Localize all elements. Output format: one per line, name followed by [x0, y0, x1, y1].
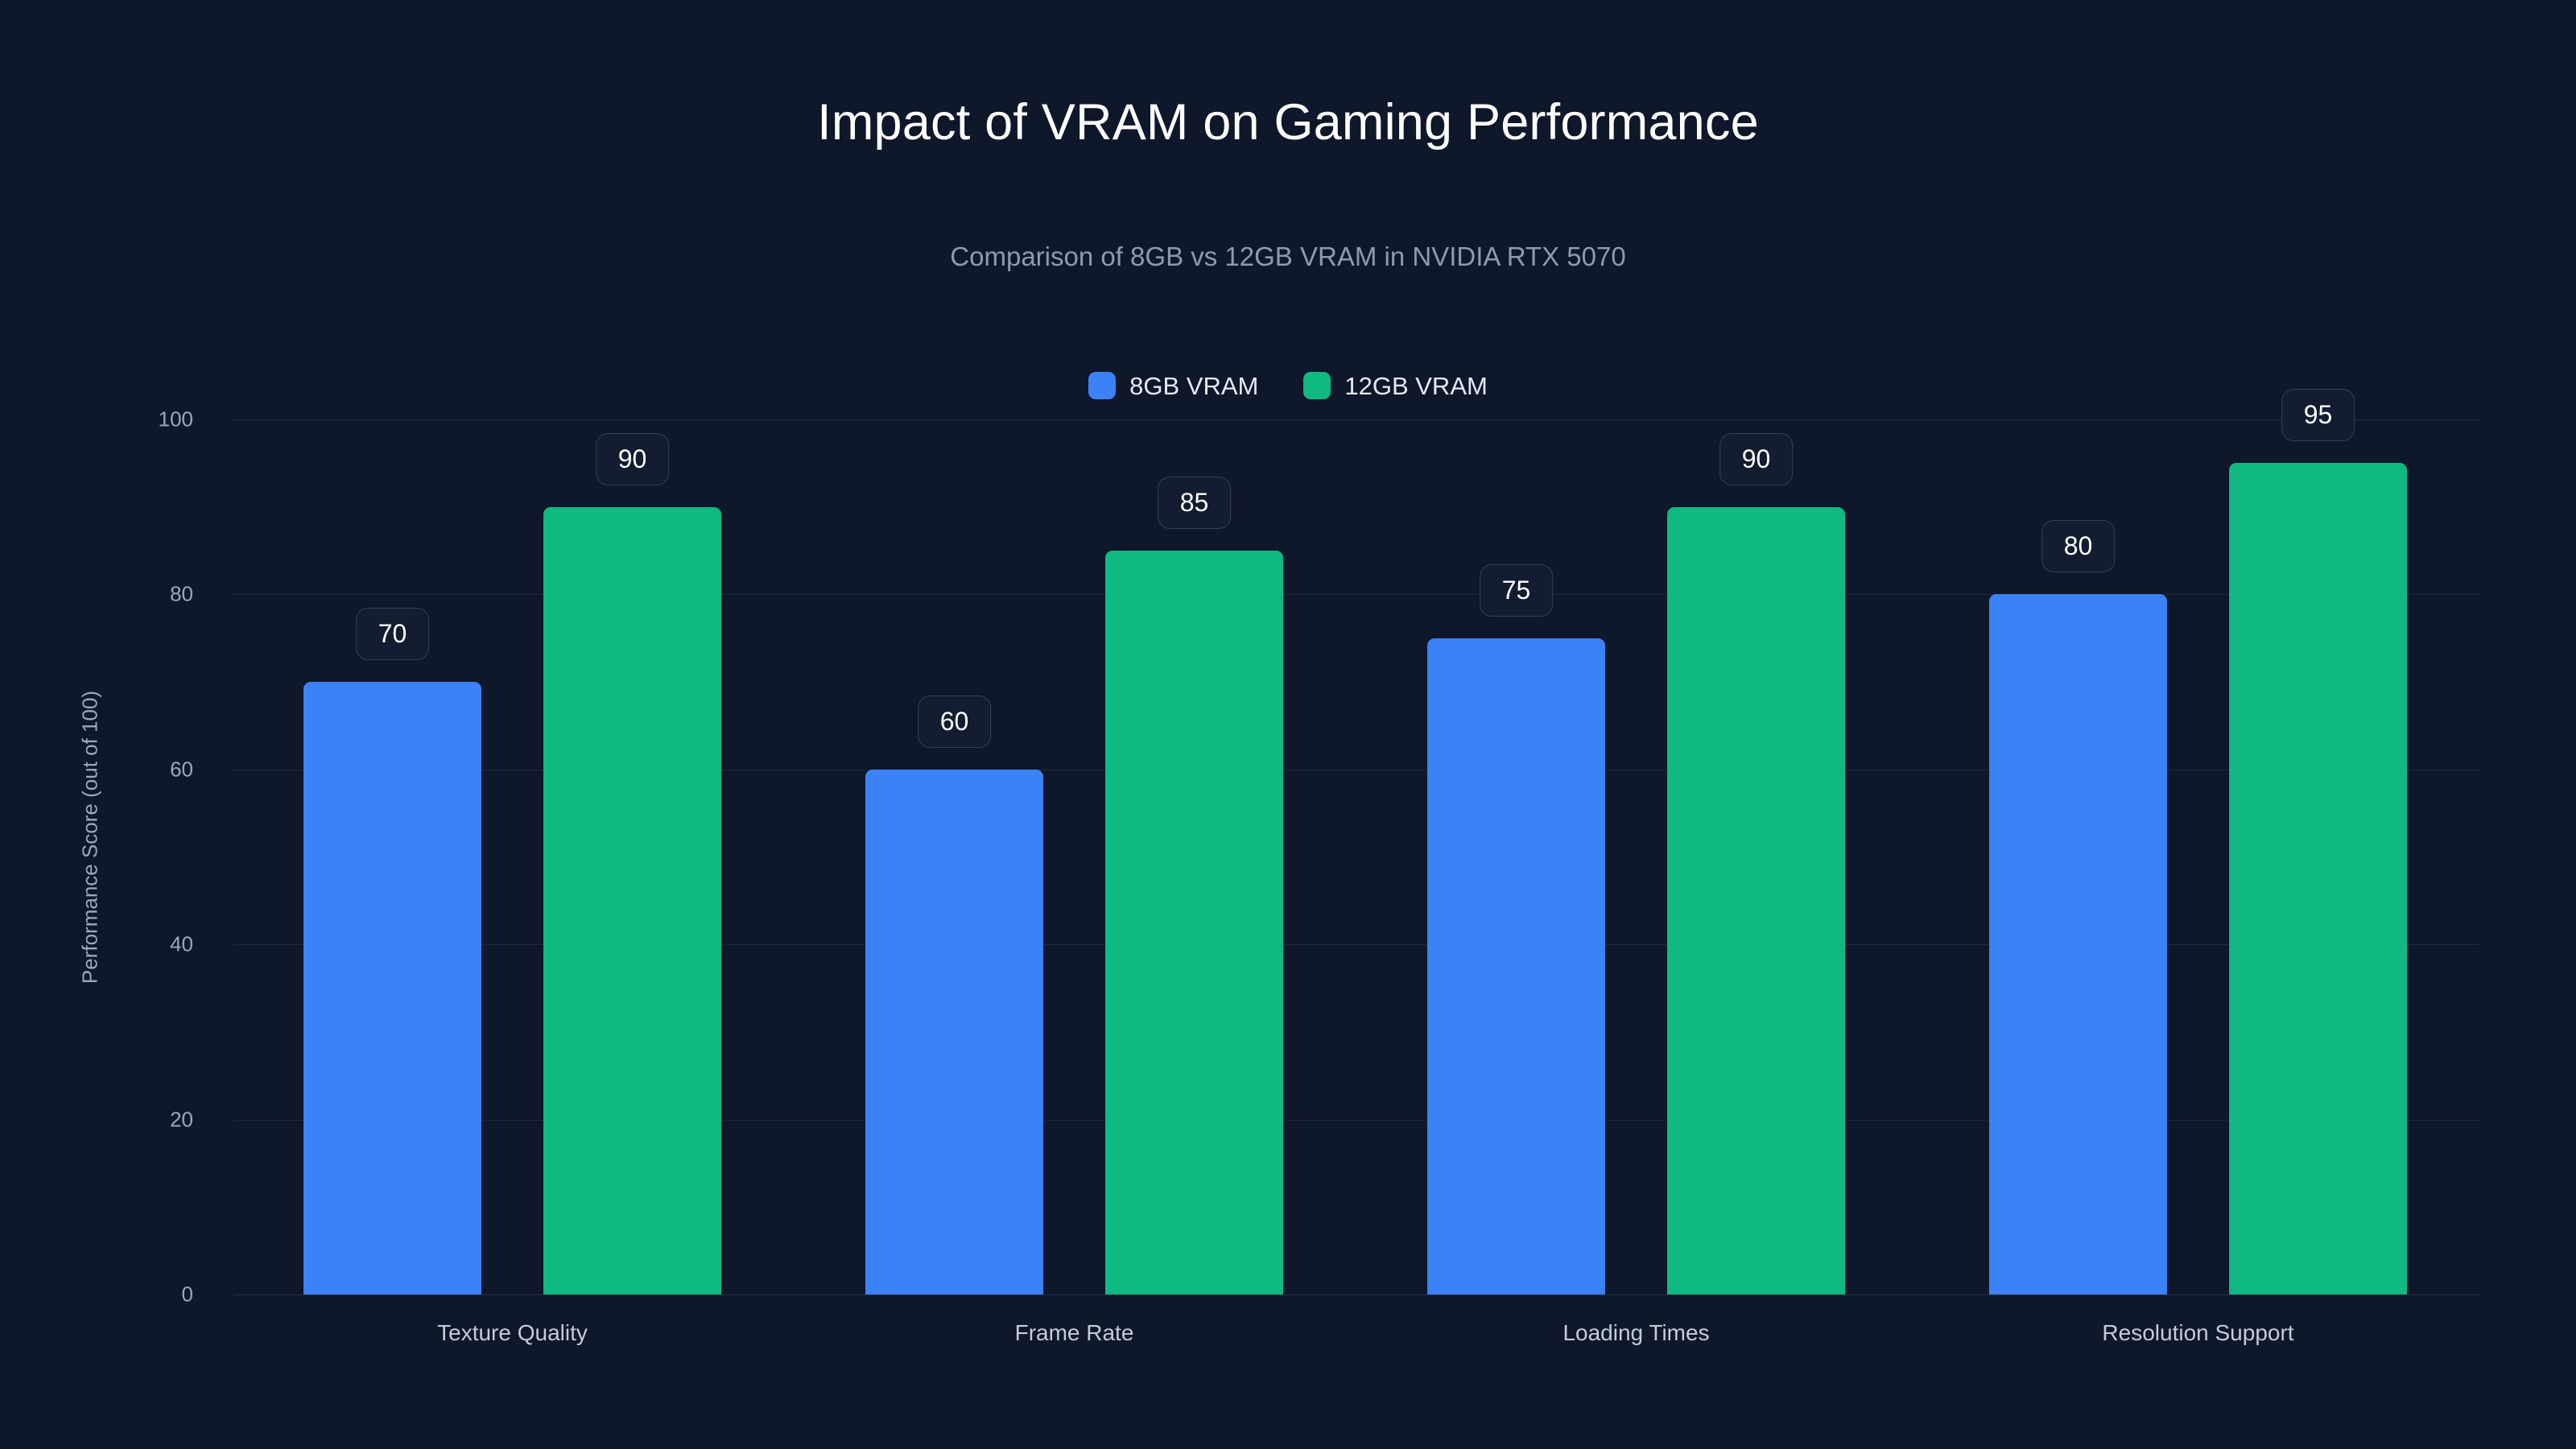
gridline: [233, 419, 2479, 420]
y-axis-tick-label: 40: [170, 931, 193, 956]
legend-label-12gb: 12GB VRAM: [1344, 371, 1488, 400]
bar-value-label: 70: [355, 608, 430, 661]
y-axis-tick-label: 60: [170, 757, 193, 782]
bar[interactable]: [2229, 463, 2407, 1294]
bar-value-label: 75: [1479, 564, 1554, 617]
bar[interactable]: [1427, 638, 1605, 1294]
bar-value-label: 60: [917, 695, 992, 748]
bar[interactable]: [303, 682, 481, 1294]
legend-item-8gb[interactable]: 8GB VRAM: [1088, 372, 1258, 399]
bar[interactable]: [1989, 594, 2167, 1294]
x-axis-label: Frame Rate: [1014, 1320, 1134, 1345]
bar-value-label: 85: [1157, 477, 1232, 530]
bar-value-label: 95: [2281, 389, 2355, 442]
bar[interactable]: [1105, 551, 1283, 1294]
bar-value-label: 80: [2041, 520, 2116, 573]
x-axis-label: Texture Quality: [437, 1320, 588, 1345]
bar[interactable]: [543, 506, 721, 1294]
bar-value-label: 90: [1719, 432, 1794, 485]
plot-area: [233, 419, 2479, 1295]
x-axis-label: Resolution Support: [2102, 1320, 2294, 1345]
gridline: [233, 1294, 2479, 1295]
legend-swatch-icon-12gb: [1303, 372, 1331, 399]
gridline: [233, 594, 2479, 596]
legend-swatch-icon-8gb: [1088, 372, 1117, 399]
x-axis-label: Loading Times: [1563, 1320, 1710, 1345]
chart-legend: 8GB VRAM 12GB VRAM: [0, 372, 2576, 399]
bar[interactable]: [1667, 506, 1845, 1294]
y-axis-tick-label: 20: [170, 1107, 193, 1132]
legend-label-8gb: 8GB VRAM: [1129, 371, 1259, 400]
bar-value-label: 90: [595, 432, 670, 485]
bar[interactable]: [865, 769, 1043, 1294]
chart-subtitle: Comparison of 8GB vs 12GB VRAM in NVIDIA…: [950, 242, 1626, 271]
legend-item-12gb[interactable]: 12GB VRAM: [1303, 371, 1488, 400]
chart-title: Impact of VRAM on Gaming Performance: [817, 94, 1759, 151]
y-axis-tick-label: 80: [170, 581, 193, 606]
y-axis-tick-label: 0: [181, 1282, 193, 1307]
y-axis-tick-label: 100: [158, 407, 193, 431]
gridline: [233, 944, 2479, 946]
gridline: [233, 1119, 2479, 1121]
